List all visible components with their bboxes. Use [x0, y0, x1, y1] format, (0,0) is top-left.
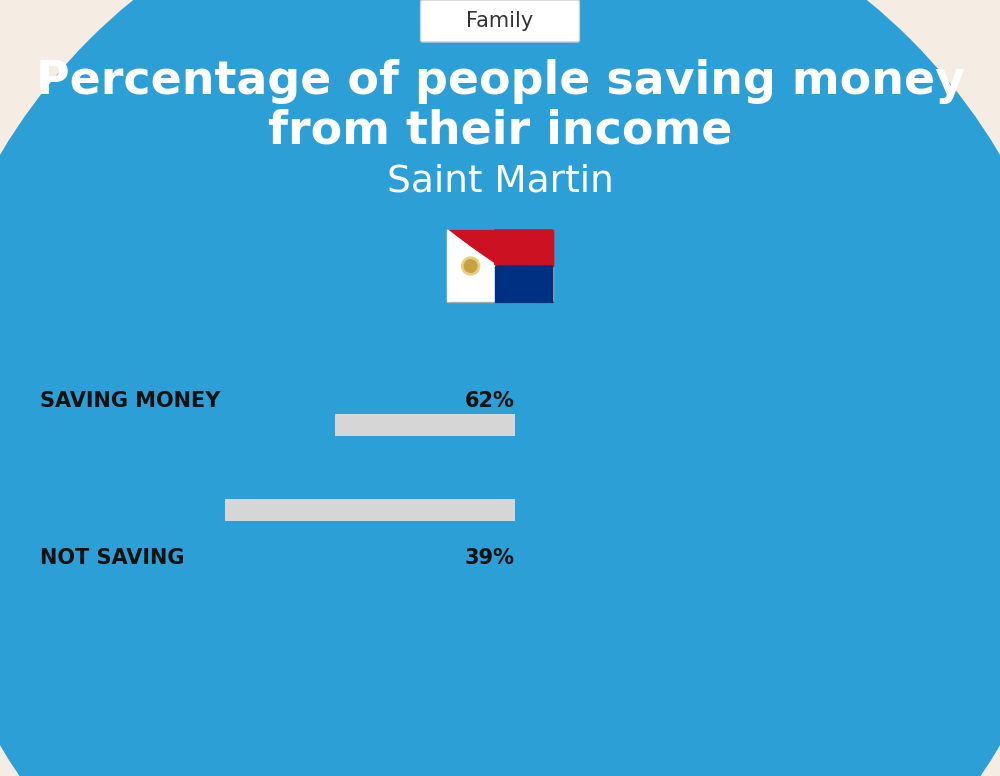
Polygon shape — [448, 230, 495, 302]
Text: 39%: 39% — [465, 548, 515, 568]
Text: Family: Family — [466, 11, 534, 31]
Text: 62%: 62% — [465, 391, 515, 411]
Polygon shape — [495, 266, 552, 302]
Bar — [40, 499, 225, 521]
Polygon shape — [448, 230, 552, 266]
Text: Saint Martin: Saint Martin — [387, 163, 613, 199]
Text: from their income: from their income — [268, 109, 732, 154]
Text: Percentage of people saving money: Percentage of people saving money — [36, 58, 964, 103]
Text: SAVING MONEY: SAVING MONEY — [40, 391, 220, 411]
Text: NOT SAVING: NOT SAVING — [40, 548, 184, 568]
Bar — [40, 414, 334, 436]
Polygon shape — [495, 266, 552, 302]
Bar — [40, 414, 515, 436]
Circle shape — [462, 257, 480, 275]
Bar — [40, 499, 515, 521]
Circle shape — [464, 260, 477, 272]
Polygon shape — [495, 230, 552, 266]
Polygon shape — [495, 230, 552, 266]
FancyBboxPatch shape — [420, 0, 580, 42]
Bar — [448, 230, 552, 302]
